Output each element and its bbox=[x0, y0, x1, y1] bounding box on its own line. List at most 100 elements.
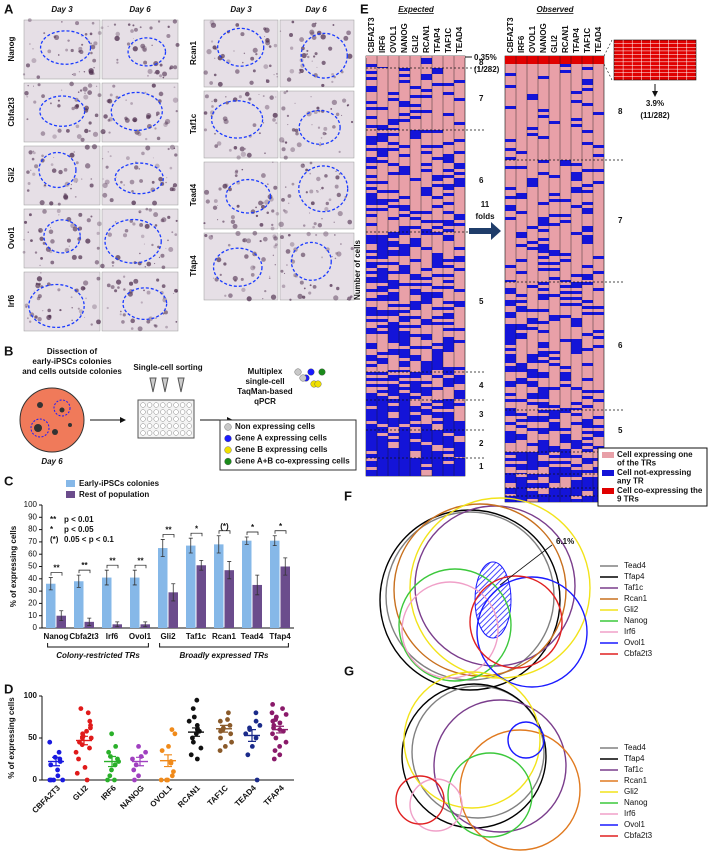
heatmap-cell bbox=[443, 259, 454, 262]
speckle bbox=[235, 230, 241, 237]
data-point bbox=[136, 744, 141, 749]
heatmap-cell bbox=[421, 145, 432, 148]
heatmap-cell bbox=[593, 399, 604, 402]
error-bar bbox=[283, 557, 288, 576]
speckle bbox=[334, 257, 337, 260]
heatmap-cell bbox=[549, 461, 560, 464]
heatmap-cell bbox=[366, 298, 377, 301]
well bbox=[146, 430, 153, 436]
y-tick-label: 0 bbox=[33, 775, 38, 784]
data-point bbox=[188, 752, 194, 758]
heatmap-cell bbox=[549, 474, 560, 477]
speckle bbox=[322, 131, 326, 136]
heatmap-cell bbox=[454, 424, 465, 427]
heatmap-cell bbox=[432, 458, 443, 461]
heatmap-cell bbox=[549, 121, 560, 124]
heatmap-cell bbox=[527, 285, 538, 288]
heatmap-cell bbox=[549, 494, 560, 496]
column-label: TAF1C bbox=[583, 28, 592, 53]
heatmap-cell bbox=[377, 277, 388, 280]
significance-bracket bbox=[218, 530, 231, 534]
error-bar bbox=[59, 610, 64, 622]
data-point bbox=[158, 777, 164, 783]
speckle bbox=[140, 301, 143, 304]
colony-outline bbox=[43, 219, 81, 254]
speckle bbox=[72, 226, 78, 232]
heatmap-cell bbox=[582, 142, 593, 145]
speckle bbox=[323, 126, 328, 131]
heatmap-cell bbox=[399, 370, 410, 372]
heatmap-cell bbox=[593, 145, 604, 148]
heatmap-cell bbox=[388, 400, 399, 403]
speckle bbox=[94, 260, 100, 265]
speckle bbox=[38, 227, 43, 233]
heatmap-cell bbox=[399, 343, 410, 346]
data-point bbox=[227, 723, 233, 728]
heatmap-cell bbox=[377, 421, 388, 424]
heatmap-cell bbox=[560, 366, 571, 369]
data-point bbox=[112, 777, 117, 783]
heatmap-cell bbox=[377, 454, 388, 457]
speckle bbox=[313, 55, 316, 58]
heatmap-cell bbox=[582, 274, 593, 277]
gene-circle bbox=[433, 699, 567, 833]
legend-text: Taf1c bbox=[624, 765, 643, 774]
well bbox=[179, 409, 186, 415]
heatmap-cell bbox=[388, 148, 399, 151]
heatmap-cell bbox=[560, 285, 571, 288]
speckle bbox=[29, 320, 32, 323]
speckle bbox=[270, 294, 277, 300]
heatmap-cell bbox=[582, 477, 593, 480]
heatmap-cell bbox=[377, 361, 388, 364]
group-number: 8 bbox=[479, 58, 484, 67]
y-tick-label: 80 bbox=[28, 525, 37, 534]
legend-text: Tfap4 bbox=[624, 754, 645, 763]
heatmap-cell bbox=[516, 399, 527, 402]
speckle bbox=[117, 286, 120, 289]
heatmap-cell bbox=[505, 369, 516, 372]
heatmap-cell bbox=[410, 325, 421, 328]
speckle bbox=[100, 26, 104, 30]
speckle bbox=[162, 76, 165, 79]
heatmap-cell bbox=[421, 151, 432, 154]
heatmap-cell bbox=[399, 375, 410, 378]
speckle bbox=[271, 209, 275, 213]
heatmap-cell bbox=[571, 422, 582, 425]
speckle bbox=[32, 151, 36, 155]
legend-text: Rest of population bbox=[79, 490, 149, 499]
gene-label: Irf6 bbox=[7, 294, 16, 307]
heatmap-cell bbox=[443, 415, 454, 418]
speckle bbox=[175, 320, 178, 323]
speckle bbox=[143, 60, 148, 65]
speckle bbox=[330, 108, 333, 110]
heatmap-cell bbox=[388, 337, 399, 340]
heatmap-cell bbox=[443, 346, 454, 349]
speckle bbox=[243, 52, 246, 55]
heatmap-cell bbox=[388, 122, 399, 125]
heatmap-cell bbox=[366, 403, 377, 406]
speckle bbox=[172, 19, 178, 24]
heatmap-cell bbox=[410, 133, 421, 136]
heatmap-cell bbox=[443, 470, 454, 473]
heatmap-cell bbox=[388, 235, 399, 238]
speckle bbox=[120, 180, 123, 184]
speckle bbox=[158, 91, 164, 97]
speckle bbox=[262, 297, 264, 300]
heatmap-cell bbox=[388, 421, 399, 424]
speckle bbox=[250, 273, 255, 277]
heatmap-cell bbox=[527, 309, 538, 312]
speckle bbox=[95, 85, 98, 88]
speckle bbox=[24, 91, 29, 96]
data-point bbox=[225, 717, 230, 722]
heatmap-cell bbox=[582, 79, 593, 82]
speckle bbox=[26, 189, 30, 192]
micrograph bbox=[23, 271, 101, 332]
data-point bbox=[168, 759, 174, 764]
heatmap-cell bbox=[388, 325, 399, 328]
speckle bbox=[146, 114, 151, 120]
speckle bbox=[172, 183, 178, 188]
heatmap-cell bbox=[505, 196, 516, 199]
heatmap-cell bbox=[505, 381, 516, 384]
speckle bbox=[63, 168, 68, 172]
heatmap-cell bbox=[410, 95, 421, 98]
